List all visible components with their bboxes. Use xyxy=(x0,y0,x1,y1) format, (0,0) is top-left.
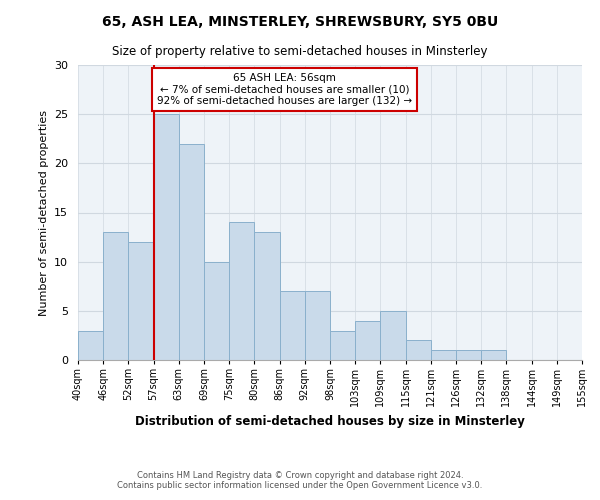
Bar xyxy=(103,232,128,360)
Bar xyxy=(280,291,305,360)
Bar xyxy=(204,262,229,360)
X-axis label: Distribution of semi-detached houses by size in Minsterley: Distribution of semi-detached houses by … xyxy=(135,414,525,428)
Bar xyxy=(229,222,254,360)
Text: 65 ASH LEA: 56sqm
← 7% of semi-detached houses are smaller (10)
92% of semi-deta: 65 ASH LEA: 56sqm ← 7% of semi-detached … xyxy=(157,73,412,106)
Bar xyxy=(254,232,280,360)
Bar xyxy=(179,144,204,360)
Y-axis label: Number of semi-detached properties: Number of semi-detached properties xyxy=(38,110,49,316)
Bar xyxy=(128,242,154,360)
Text: 65, ASH LEA, MINSTERLEY, SHREWSBURY, SY5 0BU: 65, ASH LEA, MINSTERLEY, SHREWSBURY, SY5… xyxy=(102,15,498,29)
Bar xyxy=(355,320,380,360)
Bar xyxy=(380,311,406,360)
Text: Size of property relative to semi-detached houses in Minsterley: Size of property relative to semi-detach… xyxy=(112,45,488,58)
Text: Contains HM Land Registry data © Crown copyright and database right 2024.
Contai: Contains HM Land Registry data © Crown c… xyxy=(118,470,482,490)
Bar xyxy=(456,350,481,360)
Bar xyxy=(431,350,456,360)
Bar xyxy=(305,291,330,360)
Bar xyxy=(481,350,506,360)
Bar xyxy=(406,340,431,360)
Bar xyxy=(154,114,179,360)
Bar xyxy=(330,330,355,360)
Bar xyxy=(78,330,103,360)
